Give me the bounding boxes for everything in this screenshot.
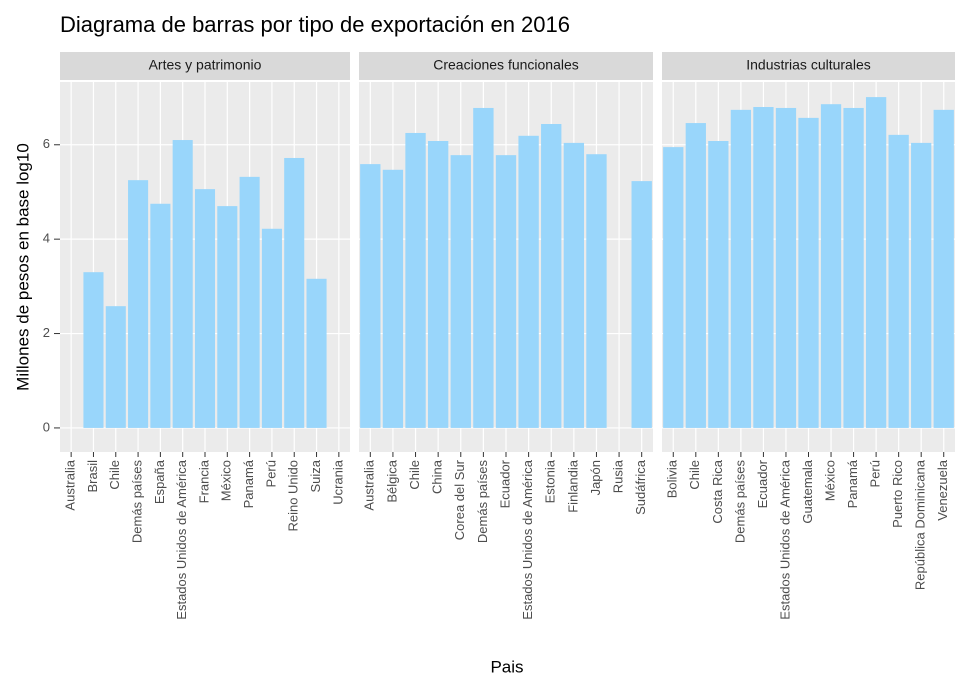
x-tick-label: Japón [588,460,603,495]
bar [518,135,539,428]
x-tick-label: Chile [107,460,122,490]
bar [495,155,517,428]
x-tick-label: Estados Unidos de América [777,459,792,619]
x-tick-label: Guatemala [800,459,815,523]
bar [933,109,954,428]
x-tick-label: Estados Unidos de América [520,459,535,619]
bar [631,181,652,428]
y-tick-label: 0 [43,419,50,434]
bar [753,107,774,428]
x-tick-label: Rusia [611,459,626,493]
bar [775,107,797,428]
bar [685,123,706,428]
bar [730,109,752,428]
bar [708,140,729,428]
x-tick-label: Ecuador [497,459,512,508]
x-tick-label: Demás países [130,460,145,544]
x-tick-label: Panamá [845,459,860,508]
x-tick-label: Francia [196,459,211,503]
y-axis-title: Millones de pesos en base log10 [13,143,32,391]
x-tick-label: Finlandia [565,459,580,513]
x-axis-title: Pais [490,657,523,676]
bar [405,132,426,428]
bar [820,104,842,428]
bar [306,278,327,428]
bar [360,164,381,428]
strip [359,52,653,80]
strip-label: Industrias culturales [746,57,871,73]
bar [541,124,562,428]
x-tick-label: Perú [263,460,278,487]
x-tick-label: Estonia [543,459,558,503]
x-tick-label: Chile [687,460,702,490]
x-tick-label: Bolivia [665,459,680,498]
bar [239,176,260,428]
bar [105,306,126,428]
x-tick-label: Panamá [241,459,256,508]
bar [450,155,471,428]
strip [662,52,955,80]
y-tick-label: 4 [43,231,50,246]
bar [128,180,149,428]
x-tick-label: Chile [407,460,422,490]
x-tick-label: España [152,459,167,504]
strip-label: Creaciones funcionales [433,57,579,73]
bar [427,140,449,428]
x-tick-label: Australia [362,459,377,510]
bar [663,147,684,428]
bar [798,117,819,428]
x-tick-label: Costa Rica [710,459,725,523]
x-tick-label: Sudáfrica [633,459,648,515]
x-tick-label: México [822,460,837,501]
bar [382,169,404,428]
x-tick-label: Demás países [475,460,490,544]
x-tick-label: México [219,460,234,501]
strip [60,52,350,80]
x-tick-label: Reino Unido [286,460,301,532]
x-tick-label: Perú [868,460,883,487]
bar [865,97,887,428]
bar [150,203,171,428]
bar [911,142,932,428]
x-tick-label: China [430,459,445,494]
x-tick-label: Venezuela [935,459,950,520]
bar [217,206,238,428]
strip-label: Artes y patrimonio [149,57,262,73]
bar [83,272,104,428]
bar [888,134,909,428]
bar [261,228,282,428]
bar [172,140,193,428]
bar [473,107,494,428]
y-tick-label: 2 [43,325,50,340]
x-tick-label: Corea del Sur [452,459,467,540]
x-tick-label: Bélgica [384,459,399,502]
y-tick-label: 6 [43,136,50,151]
x-tick-label: Ecuador [755,459,770,508]
x-tick-label: Demás países [732,460,747,544]
x-tick-label: Brasil [85,460,100,493]
x-tick-label: Australia [63,459,78,510]
bar [563,142,585,428]
bar [194,189,216,428]
x-tick-label: Puerto Rico [890,460,905,528]
x-tick-label: Ucrania [330,459,345,505]
x-tick-label: República Dominicana [913,459,928,590]
bar [586,154,607,428]
x-tick-label: Estados Unidos de América [174,459,189,619]
bar [843,107,864,428]
bar [284,157,305,428]
x-tick-label: Suiza [308,459,323,492]
chart-title: Diagrama de barras por tipo de exportaci… [60,12,570,37]
